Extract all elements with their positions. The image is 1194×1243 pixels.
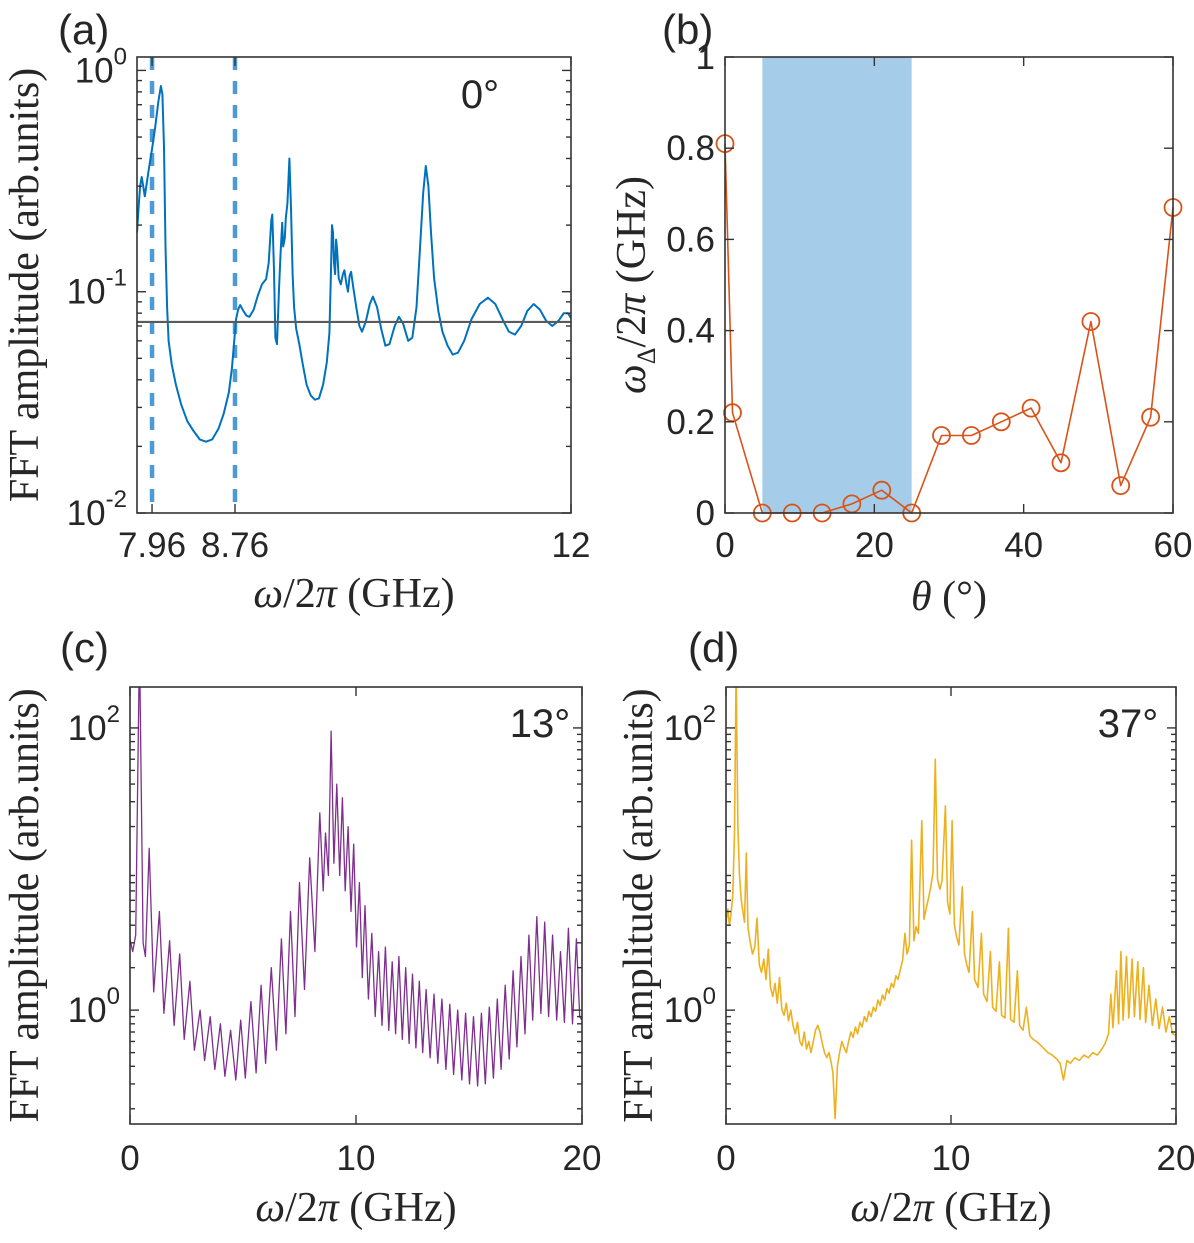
- xtick-label: 0: [716, 1139, 735, 1178]
- angle-annotation: 13°: [510, 702, 571, 746]
- angle-annotation: 37°: [1098, 702, 1159, 746]
- xtick-label: 8.76: [201, 526, 269, 565]
- ytick-label: 100: [75, 43, 127, 90]
- data-point-marker: [1141, 407, 1160, 427]
- y-axis-label: FFT amplitude (arb.units): [616, 688, 662, 1122]
- y-axis-label: ωΔ/2π (GHz): [609, 176, 661, 394]
- tick-marks: [129, 687, 583, 1124]
- ytick-label: 102: [664, 701, 716, 748]
- panel-letter-c: (c): [60, 624, 109, 671]
- axes-box: [136, 56, 572, 514]
- data-point-marker: [1111, 476, 1131, 496]
- series-fft-spectrum-13deg: [130, 687, 582, 1087]
- ytick-label: 0.8: [666, 129, 715, 168]
- data-point-marker: [932, 426, 951, 445]
- ytick-label: 0.6: [666, 220, 715, 259]
- xtick-label: 0: [120, 1139, 139, 1178]
- panel-letter-d: (d): [688, 624, 739, 671]
- ytick-label: 102: [68, 701, 120, 748]
- series-fft-spectrum-0deg: [137, 85, 571, 443]
- tick-marks: [725, 687, 1177, 1124]
- data-point-marker: [962, 426, 981, 445]
- ytick-label: 0.4: [666, 312, 715, 351]
- xtick-label: 10: [337, 1139, 376, 1178]
- data-point-marker: [1051, 453, 1071, 473]
- panel-b: 0 20 40 60 0 0.2 0.4 0.6 0.8 1(b) θ (°) ωΔ/2π (GHz): [609, 6, 1192, 620]
- x-axis-label: ω/2π (GHz): [253, 571, 454, 617]
- panel-a: 7.96 8.76 12 100 10-1 10-2 (a) 0° ω/2π (GHz) FFT …: [2, 6, 590, 617]
- xtick-label: 20: [563, 1139, 602, 1178]
- data-point-marker: [1021, 398, 1041, 418]
- tick-labels: 7.96 8.76 12 100 10-1 10-2: [67, 43, 591, 565]
- xtick-label: 60: [1154, 526, 1193, 565]
- xtick-label: 12: [552, 526, 591, 565]
- ytick-label: 100: [68, 983, 120, 1030]
- data-point-marker: [1081, 312, 1101, 331]
- panel-letter-a: (a): [58, 6, 109, 53]
- y-axis-label: FFT amplitude (arb.units): [2, 688, 48, 1122]
- tick-marks: [724, 56, 1174, 514]
- ytick-label: 100: [664, 983, 716, 1030]
- axes-box: [724, 56, 1174, 514]
- x-axis-label: ω/2π (GHz): [255, 1185, 456, 1231]
- series-fft-spectrum-37deg: [726, 687, 1176, 1120]
- tick-marks: [137, 57, 572, 514]
- panel-letter-b: (b): [662, 6, 713, 53]
- xtick-label: 10: [932, 1139, 971, 1178]
- xtick-label: 40: [1004, 526, 1043, 565]
- ytick-label: 0.2: [666, 403, 715, 442]
- ytick-label: 0: [696, 494, 715, 533]
- xtick-label: 20: [855, 526, 894, 565]
- data-point-marker: [872, 480, 892, 500]
- xtick-label: 20: [1157, 1139, 1194, 1178]
- ytick-label: 1: [696, 38, 715, 77]
- x-axis-label: θ (°): [911, 574, 987, 620]
- panel-c: 0 10 20 102 100 (c) 13° ω/2π (GHz) FFT amplitude…: [2, 624, 601, 1231]
- xtick-label: 0: [715, 526, 734, 565]
- panel-d: 0 10 20 102 100 (d) 37° ω/2π (GHz) FFT amplitude…: [616, 624, 1194, 1231]
- shaded-angle-region: [762, 57, 912, 513]
- xtick-label: 7.96: [118, 526, 186, 565]
- tick-labels: 0 10 20 102 100: [664, 701, 1194, 1178]
- tick-labels: 0 10 20 102 100: [68, 701, 602, 1178]
- y-axis-label: FFT amplitude (arb.units): [2, 68, 48, 502]
- x-axis-label: ω/2π (GHz): [850, 1185, 1051, 1231]
- ytick-label: 10-2: [67, 486, 127, 533]
- ytick-label: 10-1: [67, 265, 127, 312]
- tick-labels: 0 20 40 60 0 0.2 0.4 0.6 0.8 1: [666, 38, 1192, 565]
- angle-annotation: 0°: [461, 73, 499, 117]
- data-point-marker: [991, 412, 1011, 432]
